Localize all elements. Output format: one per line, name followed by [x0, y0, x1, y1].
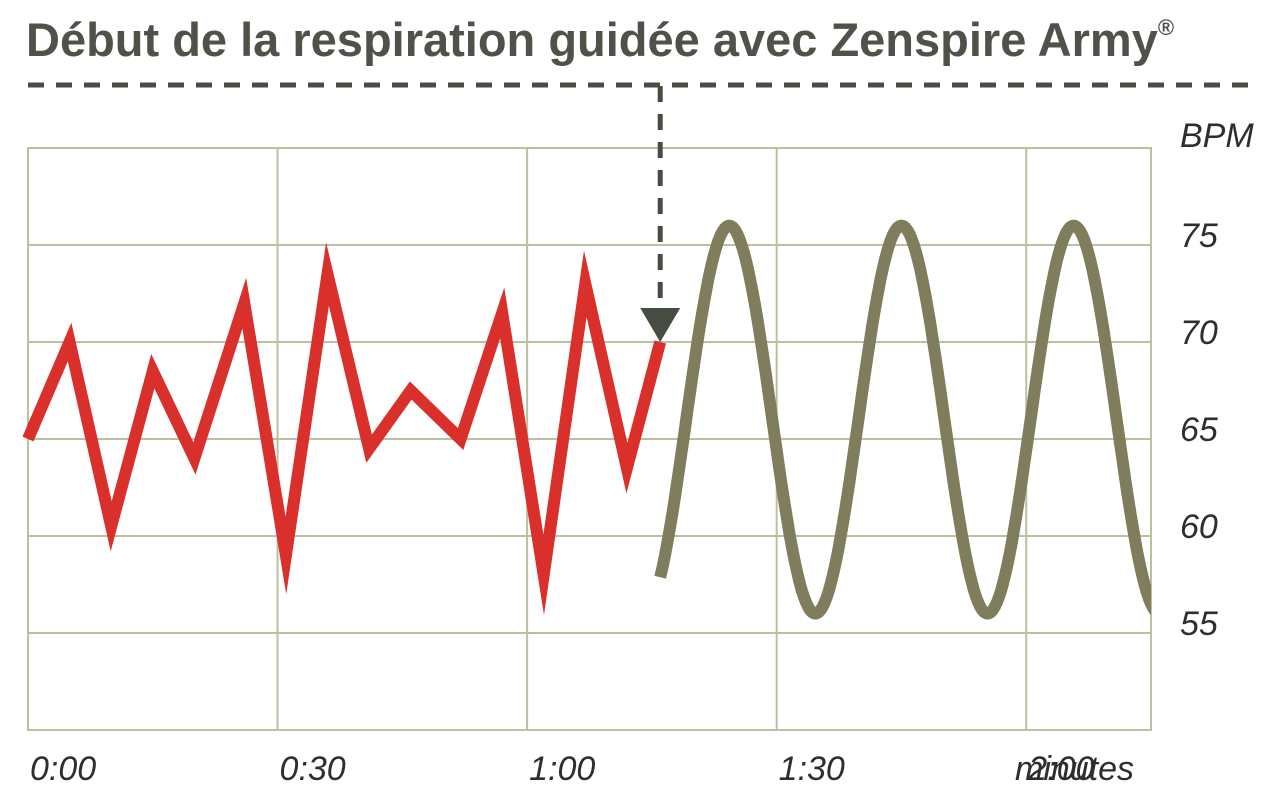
registered-mark: ® — [1157, 15, 1175, 41]
x-tick-label: 0:30 — [280, 750, 346, 788]
series-line-after — [654, 219, 1151, 620]
x-axis-label: minutes — [1015, 750, 1134, 788]
y-tick-label: 75 — [1180, 217, 1218, 255]
x-tick-label: 1:00 — [529, 750, 595, 788]
y-tick-label: 60 — [1180, 508, 1218, 546]
annotation-arrow-head — [640, 308, 681, 342]
y-axis-label: BPM — [1180, 117, 1254, 155]
y-tick-label: 65 — [1180, 411, 1218, 449]
chart-title: Début de la respiration guidée avec Zens… — [26, 12, 1174, 67]
y-tick-label: 55 — [1180, 605, 1218, 643]
x-tick-label: 0:00 — [30, 750, 96, 788]
y-tick-label: 70 — [1180, 314, 1218, 352]
series-line-before — [22, 242, 667, 616]
x-tick-label: 2:00 — [1027, 750, 1094, 788]
chart-title-text: Début de la respiration guidée avec Zens… — [26, 13, 1158, 66]
x-tick-label: 1:30 — [779, 750, 845, 788]
